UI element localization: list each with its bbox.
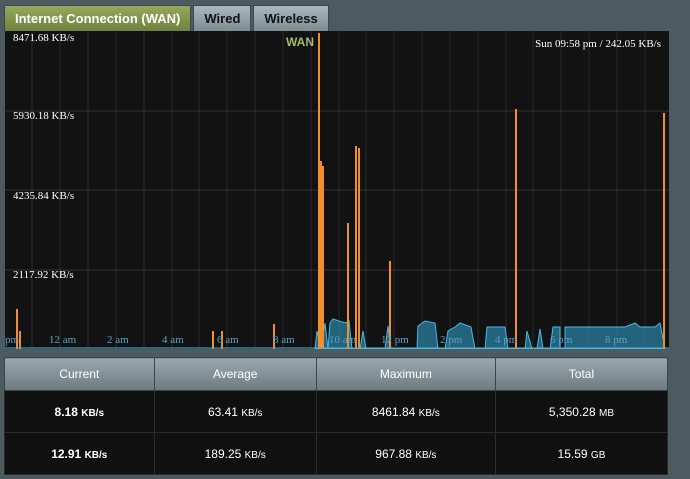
table-row-reception: 8.18 KB/s 63.41 KB/s 8461.84 KB/s 5,350.… — [4, 390, 669, 433]
y-axis-label: 8471.68 KB/s — [13, 32, 75, 44]
y-axis-label: 2117.92 KB/s — [13, 269, 74, 281]
x-axis-label: 12 pm — [381, 334, 409, 346]
traffic-chart[interactable]: WAN Sun 09:58 pm / 242.05 KB/s 8471.68 K… — [5, 31, 669, 349]
tab-wired[interactable]: Wired — [193, 5, 252, 31]
header-maximum: Maximum — [315, 357, 496, 391]
chart-plot — [5, 31, 669, 349]
hover-status: Sun 09:58 pm / 242.05 KB/s — [535, 38, 661, 50]
x-axis-label: 6 am — [217, 334, 239, 346]
tab-wireless[interactable]: Wireless — [253, 5, 329, 31]
y-axis-label: 5930.18 KB/s — [13, 110, 75, 122]
x-axis-label: 2 pm — [440, 334, 463, 346]
x-axis-label: 8 pm — [605, 334, 628, 346]
header-current: Current — [4, 357, 155, 391]
x-axis-label: pm — [5, 334, 20, 346]
maximum-value: 8461.84 KB/s — [315, 390, 496, 433]
tab-internet-connection[interactable]: Internet Connection (WAN) — [4, 5, 192, 31]
x-axis-label: 12 am — [49, 334, 77, 346]
table-row-transmission: 12.91 KB/s 189.25 KB/s 967.88 KB/s 15.59… — [4, 432, 669, 475]
x-axis-label: 6 pm — [550, 334, 573, 346]
header-average: Average — [153, 357, 317, 391]
stats-table: Current Average Maximum Total 8.18 KB/s … — [4, 357, 669, 475]
header-total: Total — [494, 357, 669, 391]
tx-spikes — [16, 33, 665, 349]
current-value: 12.91 KB/s — [4, 432, 155, 475]
total-value: 15.59 GB — [494, 432, 669, 475]
maximum-value: 967.88 KB/s — [315, 432, 496, 475]
x-axis-label: 4 pm — [495, 334, 518, 346]
average-value: 189.25 KB/s — [153, 432, 317, 475]
average-value: 63.41 KB/s — [153, 390, 317, 433]
tab-bar: Internet Connection (WAN) Wired Wireless — [4, 5, 331, 31]
y-axis-label: 4235.84 KB/s — [13, 190, 75, 202]
x-axis-label: 2 am — [107, 334, 129, 346]
rx-area — [314, 318, 666, 349]
x-axis-label: 8 am — [273, 334, 295, 346]
x-axis-label: 4 am — [162, 334, 184, 346]
series-title: WAN — [286, 35, 314, 49]
total-value: 5,350.28 MB — [494, 390, 669, 433]
x-axis-label: 10 am — [329, 334, 357, 346]
current-value: 8.18 KB/s — [4, 390, 155, 433]
